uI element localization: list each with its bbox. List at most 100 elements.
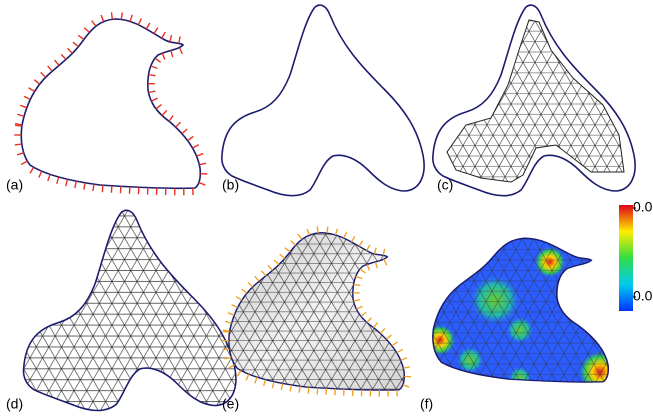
panel-label: (c) bbox=[437, 177, 453, 193]
panel-label: (a) bbox=[6, 177, 23, 193]
normal-arrow bbox=[403, 385, 409, 387]
normal-arrow bbox=[154, 28, 158, 34]
normal-arrow bbox=[236, 297, 242, 300]
normal-arrow bbox=[15, 125, 22, 126]
normal-arrow bbox=[281, 383, 282, 389]
panel-label: (d) bbox=[6, 396, 23, 412]
normal-arrow bbox=[199, 163, 206, 165]
normal-arrow bbox=[179, 48, 182, 54]
normal-arrow bbox=[403, 367, 410, 368]
normal-arrow bbox=[246, 374, 249, 380]
normal-arrow bbox=[285, 248, 291, 252]
normal-arrow bbox=[392, 342, 398, 346]
panel-e bbox=[229, 233, 404, 390]
boundary bbox=[222, 5, 424, 196]
normal-arrow bbox=[367, 318, 372, 323]
normal-arrow bbox=[170, 35, 172, 42]
normal-arrow bbox=[354, 284, 361, 285]
normal-arrow bbox=[34, 80, 39, 84]
normal-arrow bbox=[197, 154, 204, 157]
panel-a bbox=[21, 19, 200, 188]
normal-arrow bbox=[162, 32, 165, 38]
normal-arrow bbox=[162, 110, 167, 115]
normal-arrow bbox=[354, 300, 361, 301]
normal-arrow bbox=[299, 386, 300, 392]
normal-arrow bbox=[367, 245, 370, 251]
normal-arrow bbox=[384, 259, 387, 265]
normal-arrow bbox=[17, 114, 24, 116]
normal-arrow bbox=[179, 36, 180, 43]
normal-arrow bbox=[351, 236, 354, 242]
panel-label: (f) bbox=[420, 396, 433, 412]
normal-arrow bbox=[298, 234, 302, 239]
normal-arrow bbox=[24, 96, 30, 99]
mesh bbox=[24, 210, 236, 410]
normal-arrow bbox=[248, 282, 253, 287]
normal-arrow bbox=[75, 181, 76, 188]
normal-arrow bbox=[237, 371, 240, 377]
normal-arrow bbox=[162, 53, 165, 60]
normal-arrow bbox=[361, 312, 366, 316]
normal-arrow bbox=[57, 177, 59, 184]
normal-arrow bbox=[48, 174, 50, 181]
normal-arrow bbox=[228, 313, 234, 315]
normal-arrow bbox=[268, 265, 273, 270]
normal-arrow bbox=[223, 349, 230, 350]
normal-arrow bbox=[30, 167, 34, 173]
normal-arrow bbox=[169, 116, 173, 122]
normal-arrow bbox=[156, 105, 162, 109]
normal-arrow bbox=[367, 264, 370, 270]
normal-arrow bbox=[84, 183, 85, 190]
normal-arrow bbox=[261, 271, 265, 276]
normal-arrow bbox=[84, 28, 89, 33]
panel-f bbox=[400, 220, 622, 418]
mesh bbox=[447, 20, 624, 182]
normal-arrow bbox=[17, 153, 24, 155]
normal-arrow bbox=[356, 306, 362, 309]
normal-arrow bbox=[307, 229, 310, 235]
normal-arrow bbox=[264, 380, 266, 386]
normal-arrow bbox=[199, 182, 205, 185]
mesh bbox=[229, 233, 404, 390]
normal-arrow bbox=[146, 23, 150, 29]
normal-arrow bbox=[130, 15, 132, 22]
colorbar-label: 0.0 bbox=[633, 288, 653, 304]
normal-arrow bbox=[375, 248, 377, 254]
panel-label: (e) bbox=[222, 396, 239, 412]
normal-arrow bbox=[188, 136, 194, 140]
normal-arrow bbox=[21, 161, 27, 164]
normal-arrow bbox=[66, 179, 68, 186]
normal-arrow bbox=[39, 171, 42, 177]
normal-arrow bbox=[41, 72, 46, 77]
normal-arrow bbox=[149, 75, 156, 76]
normal-arrow bbox=[176, 122, 181, 127]
normal-arrow bbox=[290, 385, 291, 391]
normal-arrow bbox=[255, 276, 259, 281]
normal-arrow bbox=[272, 382, 274, 388]
normal-arrow bbox=[48, 66, 53, 71]
normal-arrow bbox=[138, 18, 141, 24]
normal-arrow bbox=[291, 241, 296, 245]
normal-arrow bbox=[383, 249, 384, 255]
normal-arrow bbox=[401, 358, 407, 360]
normal-arrow bbox=[151, 98, 157, 101]
normal-arrow bbox=[255, 377, 257, 383]
normal-arrow bbox=[280, 254, 285, 258]
normal-arrow bbox=[231, 305, 237, 308]
normal-arrow bbox=[149, 91, 156, 93]
panel-c bbox=[223, 0, 635, 196]
normal-arrow bbox=[193, 145, 199, 148]
normal-arrow bbox=[61, 54, 66, 59]
figure: (a)(b)(c)(d)(e)(f)0.020.0 bbox=[0, 0, 653, 418]
normal-arrow bbox=[374, 322, 378, 327]
normal-arrow bbox=[360, 269, 365, 273]
normal-arrow bbox=[317, 226, 318, 232]
normal-arrow bbox=[171, 50, 173, 57]
normal-arrow bbox=[386, 335, 391, 339]
normal-arrow bbox=[242, 289, 247, 293]
normal-arrow bbox=[359, 241, 363, 247]
normal-arrow bbox=[93, 184, 94, 191]
normal-arrow bbox=[55, 60, 60, 65]
normal-arrow bbox=[92, 21, 96, 27]
normal-arrow bbox=[225, 321, 232, 323]
